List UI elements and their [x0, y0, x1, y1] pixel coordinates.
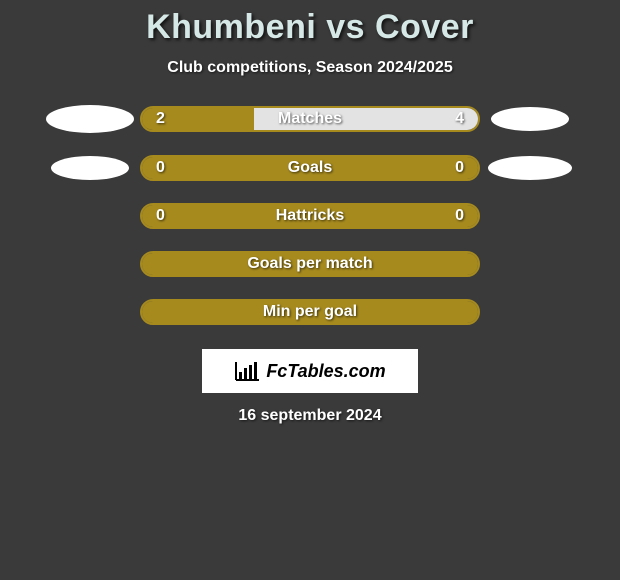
crest-right: [480, 107, 580, 131]
stat-label: Min per goal: [263, 303, 357, 321]
stat-value-left: 0: [156, 159, 165, 177]
player-right-name: Cover: [375, 8, 474, 46]
stat-bar: 0 Hattricks 0: [140, 203, 480, 229]
stat-bar: Goals per match: [140, 251, 480, 277]
stat-value-left: 0: [156, 207, 165, 225]
crest-right: [480, 156, 580, 180]
stat-label: Matches: [278, 110, 342, 128]
stat-bar: 0 Goals 0: [140, 155, 480, 181]
bar-fill-right: [310, 157, 478, 179]
stat-row: 0 Goals 0: [0, 155, 620, 181]
bar-chart-icon: [234, 360, 260, 382]
date-text: 16 september 2024: [0, 407, 620, 425]
crest-ellipse: [51, 156, 129, 180]
crest-ellipse: [46, 105, 134, 133]
stat-label: Goals per match: [247, 255, 372, 273]
stat-row: Goals per match: [0, 251, 620, 277]
stat-row: 0 Hattricks 0: [0, 203, 620, 229]
stat-label: Goals: [288, 159, 332, 177]
stat-value-right: 0: [455, 207, 464, 225]
vs-text: vs: [326, 8, 375, 46]
page-title: Khumbeni vs Cover: [0, 8, 620, 47]
stat-bar: Min per goal: [140, 299, 480, 325]
subtitle: Club competitions, Season 2024/2025: [0, 59, 620, 77]
crest-ellipse: [488, 156, 572, 180]
stat-value-right: 4: [455, 110, 464, 128]
bar-fill-left: [142, 157, 310, 179]
comparison-infographic: Khumbeni vs Cover Club competitions, Sea…: [0, 0, 620, 425]
stat-bar: 2 Matches 4: [140, 106, 480, 132]
crest-left: [40, 156, 140, 180]
stat-value-left: 2: [156, 110, 165, 128]
stat-row: Min per goal: [0, 299, 620, 325]
crest-ellipse: [491, 107, 569, 131]
stat-value-right: 0: [455, 159, 464, 177]
logo-box: FcTables.com: [202, 349, 418, 393]
logo-text: FcTables.com: [266, 361, 385, 382]
player-left-name: Khumbeni: [146, 8, 316, 46]
stat-label: Hattricks: [276, 207, 344, 225]
crest-left: [40, 105, 140, 133]
stat-row: 2 Matches 4: [0, 105, 620, 133]
stat-rows: 2 Matches 4 0 Goals 0 0 Hattricks 0 Goals per mat…: [0, 105, 620, 325]
